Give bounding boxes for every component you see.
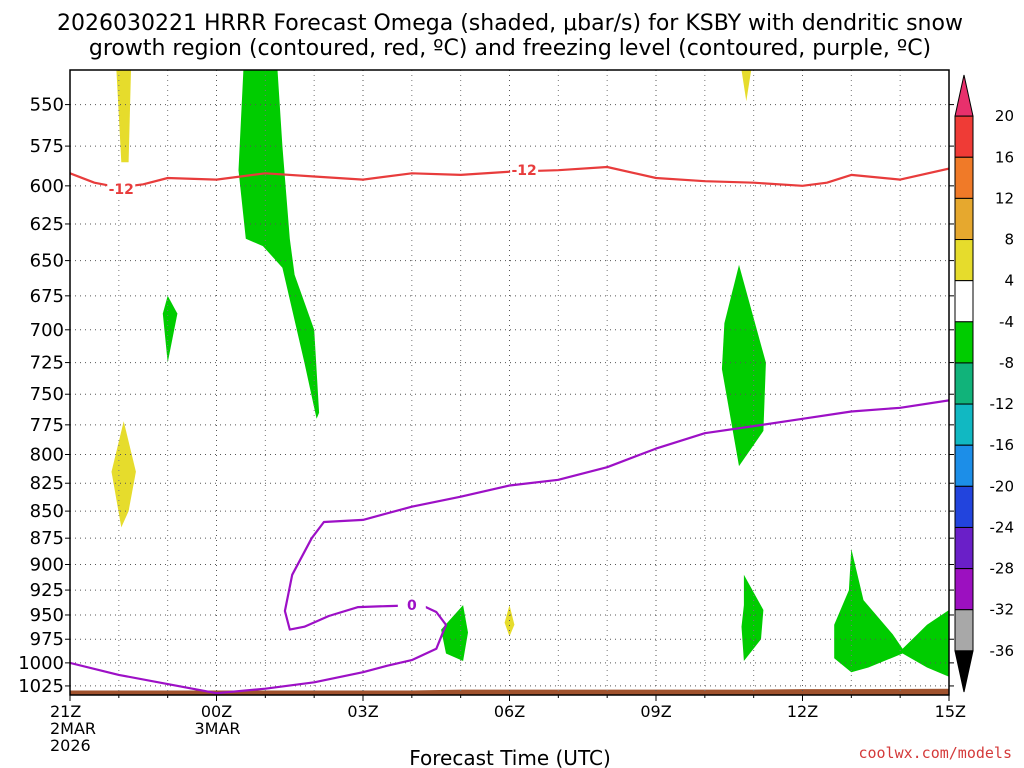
colorbar-cell xyxy=(954,362,974,405)
terrain-surface xyxy=(70,688,949,695)
chart-title-line1: 2026030221 HRRR Forecast Omega (shaded, … xyxy=(57,11,963,36)
dgz-contour-label: -12 xyxy=(512,163,537,179)
omega-region xyxy=(238,70,320,419)
y-tick-label: 900 xyxy=(30,554,64,575)
colorbar-cell xyxy=(954,156,974,199)
y-tick-label: 875 xyxy=(30,528,64,549)
colorbar-cell xyxy=(954,74,974,117)
colorbar-cell xyxy=(954,280,974,323)
colorbar-label: -8 xyxy=(999,354,1014,372)
omega-region xyxy=(116,70,131,163)
y-tick-label: 600 xyxy=(30,176,64,197)
colorbar-label: 4 xyxy=(1004,272,1014,290)
x-tick-label: 2026 xyxy=(50,736,91,755)
y-tick-label: 625 xyxy=(30,214,64,235)
x-tick-label: 03Z xyxy=(347,702,378,721)
omega-region xyxy=(834,548,949,677)
colorbar-cell xyxy=(954,239,974,282)
omega-region xyxy=(741,70,752,102)
dgz-contour-label-bg xyxy=(510,161,539,178)
colorbar-cell xyxy=(954,115,974,158)
omega-region xyxy=(111,421,136,528)
chart-title-line2: growth region (contoured, red, ºC) and f… xyxy=(89,36,931,61)
plot-area: -12 -12 0 xyxy=(70,70,949,695)
colorbar-cell xyxy=(954,197,974,241)
omega-region xyxy=(441,605,468,661)
colorbar-label: 16 xyxy=(995,148,1014,166)
x-tick-label: 21Z xyxy=(50,702,81,721)
y-tick-label: 975 xyxy=(30,629,64,650)
colorbar-cell xyxy=(954,526,974,570)
colorbar-label: -12 xyxy=(990,395,1015,413)
omega-region xyxy=(162,295,178,363)
colorbar-label: -28 xyxy=(990,560,1015,578)
y-tick-label: 800 xyxy=(30,444,64,465)
x-tick-label: 00Z xyxy=(201,702,232,721)
freezing-level-contour-label: 0 xyxy=(407,598,417,614)
x-axis-label: Forecast Time (UTC) xyxy=(409,746,611,768)
x-tick-label: 2MAR xyxy=(50,719,96,738)
colorbar-label: -24 xyxy=(990,518,1015,536)
x-tick-label: 12Z xyxy=(787,702,818,721)
colorbar-label: 8 xyxy=(1004,231,1014,249)
omega-region xyxy=(721,264,766,467)
colorbar-label: -16 xyxy=(990,436,1015,454)
colorbar-cell xyxy=(954,485,974,528)
y-tick-label: 1000 xyxy=(18,653,64,674)
dgz-contour-label: -12 xyxy=(109,182,134,198)
y-tick-label: 1025 xyxy=(18,676,64,697)
colorbar-cell xyxy=(954,609,974,652)
y-tick-label: 725 xyxy=(30,353,64,374)
colorbar-label: -36 xyxy=(990,642,1015,660)
colorbar-label: -32 xyxy=(990,601,1015,619)
x-tick-label: 15Z xyxy=(935,702,966,721)
y-tick-label: 775 xyxy=(30,415,64,436)
x-tick-label: 09Z xyxy=(640,702,671,721)
x-tick-label: 06Z xyxy=(494,702,525,721)
freezing-level-contour xyxy=(70,399,949,695)
freezing-level-contour-label-bg xyxy=(397,596,426,613)
dgz-contour-label-bg xyxy=(107,179,136,196)
credit-link[interactable]: coolwx.com/models xyxy=(858,744,1012,762)
y-tick-label: 925 xyxy=(30,580,64,601)
colorbar-label: -20 xyxy=(990,477,1015,495)
colorbar-label: 20 xyxy=(995,107,1014,125)
colorbar-label: 12 xyxy=(995,189,1014,207)
y-tick-label: 825 xyxy=(30,473,64,494)
colorbar-label: -4 xyxy=(999,313,1014,331)
omega-region xyxy=(741,574,764,661)
y-tick-label: 675 xyxy=(30,286,64,307)
y-tick-label: 650 xyxy=(30,251,64,272)
colorbar: 20 16 12 8 4 -4 -8 -12 -16 -20 -24 -28 -32 -36 xyxy=(954,74,1015,693)
colorbar-cell xyxy=(954,403,974,446)
colorbar-cell xyxy=(954,568,974,611)
y-tick-label: 550 xyxy=(30,95,64,116)
x-tick-label: 3MAR xyxy=(195,719,241,738)
y-tick-label: 850 xyxy=(30,501,64,522)
y-tick-label: 700 xyxy=(30,320,64,341)
colorbar-cell xyxy=(954,444,974,487)
plot-frame xyxy=(69,69,950,696)
dgz-contour xyxy=(70,165,949,189)
y-tick-label: 950 xyxy=(30,605,64,626)
colorbar-cell xyxy=(954,650,974,693)
y-tick-label: 575 xyxy=(30,136,64,157)
axes: 550 575 600 625 650 675 700 725 750 775 800 825 850 8… xyxy=(18,69,966,755)
colorbar-cell xyxy=(954,321,974,364)
y-tick-label: 750 xyxy=(30,384,64,405)
